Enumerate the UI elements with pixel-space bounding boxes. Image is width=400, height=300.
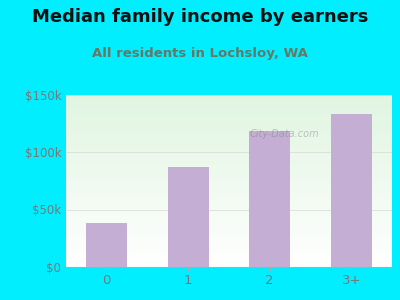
Text: City-Data.com: City-Data.com xyxy=(250,129,319,139)
Text: All residents in Lochsloy, WA: All residents in Lochsloy, WA xyxy=(92,46,308,59)
Bar xyxy=(168,167,209,267)
Bar xyxy=(86,223,127,267)
Bar xyxy=(249,131,290,267)
Text: Median family income by earners: Median family income by earners xyxy=(32,8,368,26)
Bar xyxy=(331,114,372,267)
